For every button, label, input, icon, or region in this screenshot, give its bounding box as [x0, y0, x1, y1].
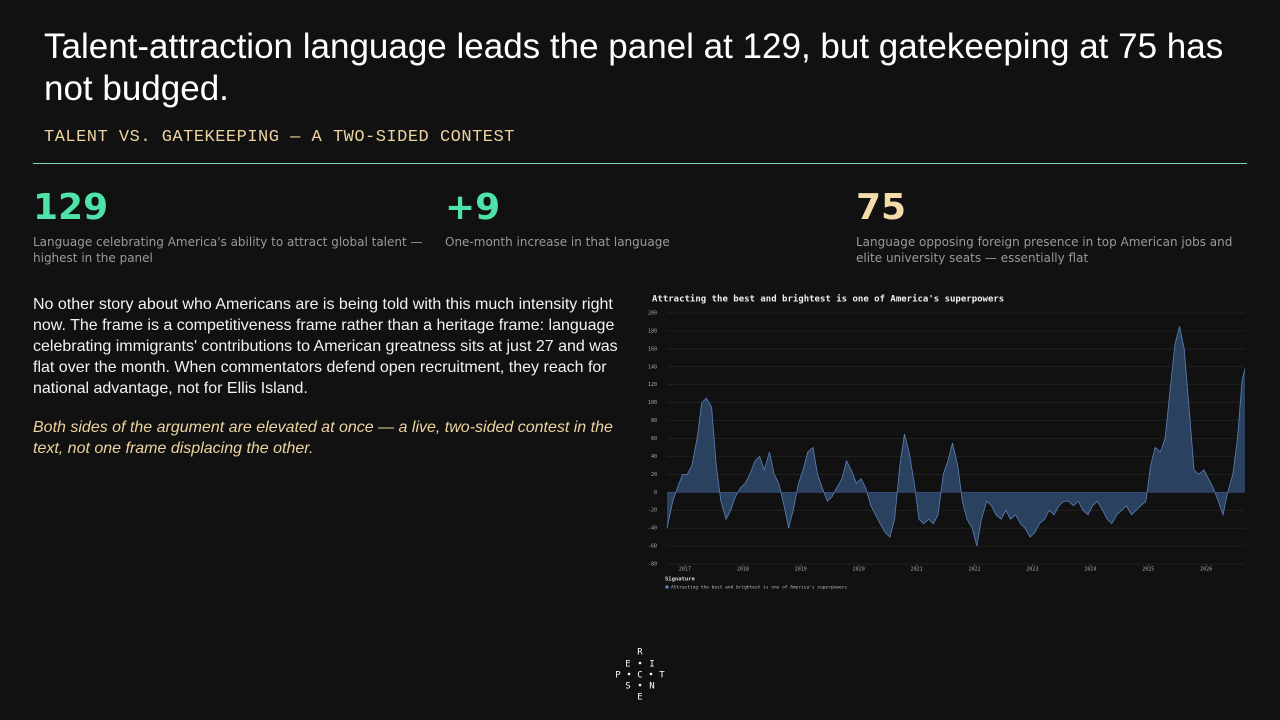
- logo-letter: I: [649, 660, 654, 670]
- logo-letter: R: [637, 648, 643, 658]
- logo-letter: E: [637, 693, 642, 703]
- x-tick-label: 2025: [1142, 567, 1154, 573]
- y-tick-label: 0: [654, 490, 657, 496]
- y-tick-label: 140: [648, 364, 657, 370]
- y-tick-label: 160: [648, 346, 657, 352]
- stat: +9 One-month increase in that language: [445, 186, 835, 250]
- body-text: No other story about who Americans are i…: [33, 294, 631, 477]
- stat-value: +9: [445, 187, 501, 228]
- x-tick-label: 2023: [1026, 567, 1038, 573]
- x-tick-label: 2020: [853, 567, 865, 573]
- y-tick-label: 80: [651, 418, 657, 424]
- x-tick-label: 2024: [1084, 567, 1096, 573]
- stat-value: 75: [856, 187, 907, 228]
- note: Both sides of the argument are elevated …: [33, 419, 613, 457]
- stat-caption: Language opposing foreign presence in to…: [856, 235, 1233, 265]
- y-tick-label: 120: [648, 382, 657, 388]
- stat: 75 Language opposing foreign presence in…: [856, 186, 1246, 266]
- logo-letter: S: [625, 682, 630, 692]
- stat-value: 129: [33, 187, 109, 228]
- y-tick-label: 200: [648, 311, 657, 317]
- stat-caption: One-month increase in that language: [445, 235, 670, 249]
- y-tick-label: -40: [648, 526, 657, 532]
- slide-title: Talent-attraction language leads the pan…: [44, 27, 1224, 108]
- line: [666, 326, 1246, 547]
- logo-dots: [627, 661, 653, 687]
- x-tick-label: 2017: [679, 567, 691, 573]
- y-tick-label: -80: [648, 562, 657, 568]
- y-tick-label: 40: [651, 454, 657, 460]
- x-tick-label: 2018: [737, 567, 749, 573]
- y-tick-label: 180: [648, 328, 657, 334]
- logo-letter: N: [649, 682, 654, 692]
- paragraph: No other story about who Americans are i…: [33, 296, 618, 397]
- legend-label: Attracting the best and brightest is one…: [671, 585, 847, 591]
- chart-title: Attracting the best and brightest is one…: [652, 294, 1004, 305]
- x-tick-label: 2026: [1200, 567, 1212, 573]
- logo-letter: P: [615, 671, 621, 681]
- x-tick-label: 2021: [911, 567, 923, 573]
- y-tick-label: -60: [648, 544, 657, 550]
- x-tick-label: 2022: [969, 567, 981, 573]
- logo-letter: E: [625, 660, 630, 670]
- logo-letter: T: [659, 671, 665, 681]
- legend-swatch: [665, 585, 669, 589]
- logo-letter: C: [637, 671, 642, 681]
- area: [667, 326, 1245, 547]
- chart: Attracting the best and brightest is one…: [648, 294, 1246, 591]
- stat-caption: Language celebrating America's ability t…: [33, 235, 423, 265]
- y-tick-label: 60: [651, 436, 657, 442]
- slide-subtitle: TALENT VS. GATEKEEPING — A TWO-SIDED CON…: [44, 128, 515, 147]
- x-tick-label: 2019: [795, 567, 807, 573]
- stat: 129 Language celebrating America's abili…: [33, 186, 423, 266]
- y-tick-label: -20: [648, 508, 657, 514]
- y-tick-label: 100: [648, 400, 657, 406]
- legend-title: Signature: [665, 577, 695, 583]
- divider: [33, 163, 1247, 164]
- y-tick-label: 20: [651, 472, 657, 478]
- logo: R E I P C T S N E: [615, 648, 665, 703]
